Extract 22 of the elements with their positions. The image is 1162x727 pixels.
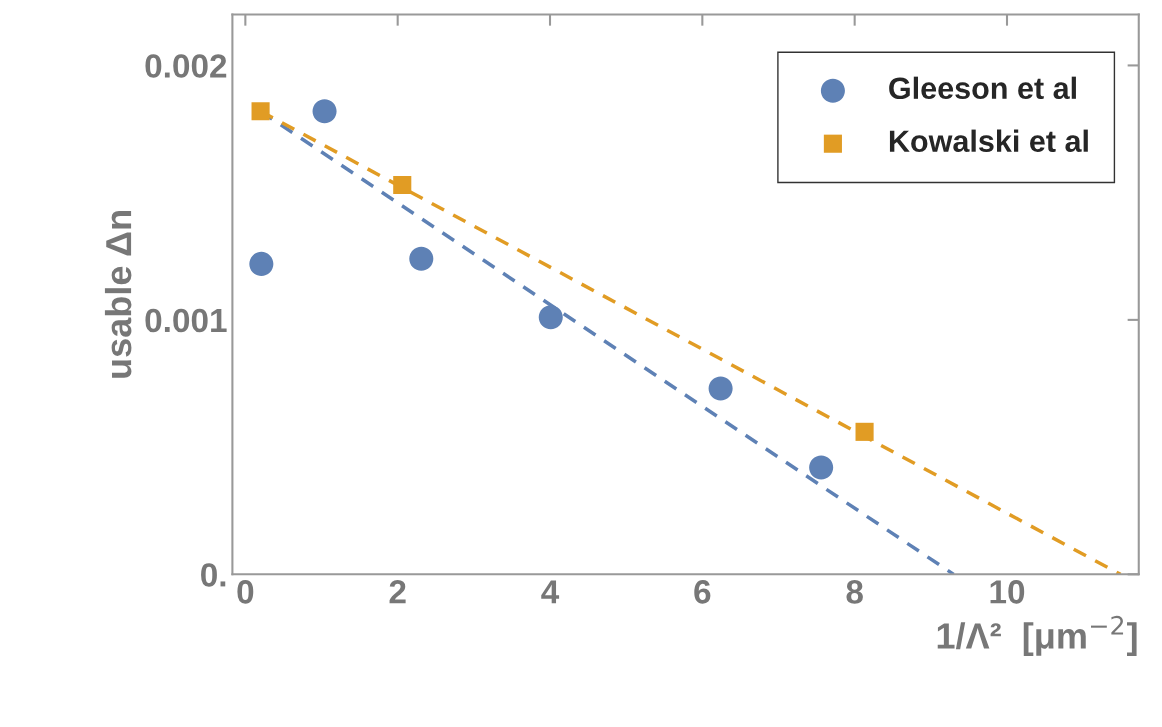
point (251, 102, 270, 121)
x-tick-label: 6 (694, 580, 711, 604)
point (538, 305, 563, 330)
y-tick-label: 0.002 (145, 54, 227, 78)
x-tick-label: 4 (541, 580, 560, 604)
point (312, 99, 337, 124)
y-tick-label: 0. (201, 563, 226, 587)
x-tick-label: 8 (846, 580, 863, 604)
point (393, 175, 412, 195)
y-axis-title: usable Δn (104, 211, 132, 378)
x-axis-title: 1/Λ² [μm$^{−2}$] (937, 615, 1137, 656)
point (249, 251, 274, 276)
point (855, 422, 874, 441)
legend-label: Kowalski et al (889, 129, 1088, 153)
legend-label: Gleeson et al (889, 76, 1076, 100)
x-tick-label: 10 (990, 580, 1025, 604)
x-tick-label: 2 (389, 580, 406, 604)
x-tick-label: 0 (237, 580, 254, 604)
point (809, 455, 834, 480)
point (409, 246, 434, 271)
y-tick-label: 0.001 (145, 308, 227, 333)
point (708, 376, 733, 401)
